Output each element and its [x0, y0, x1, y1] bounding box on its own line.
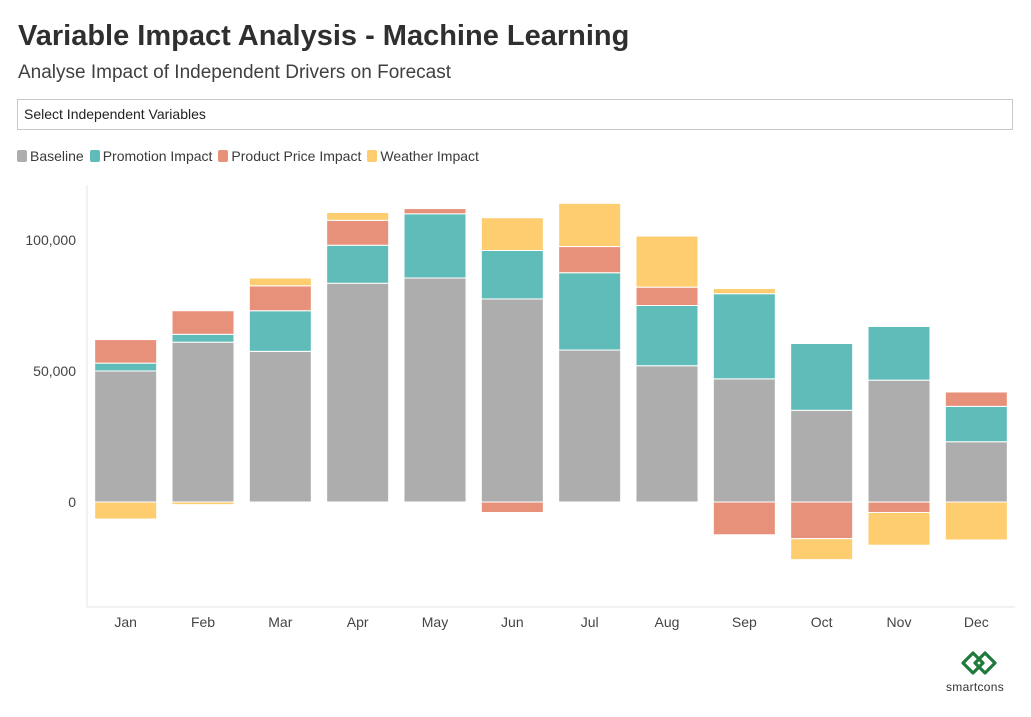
x-tick-label: Mar [268, 614, 292, 630]
bar-segment [558, 202, 622, 248]
bar-segment [944, 441, 1008, 503]
bar-segment [171, 501, 235, 506]
x-tick-label: Nov [887, 614, 912, 630]
smartcons-logo-icon [961, 651, 997, 675]
bar-segment [558, 272, 622, 351]
bar-segment [867, 325, 931, 381]
x-tick-label: Jul [581, 614, 599, 630]
bar-segment [480, 298, 544, 503]
bar-segment [171, 341, 235, 503]
x-tick-label: Jan [114, 614, 137, 630]
legend-item-weather[interactable]: Weather Impact [367, 148, 479, 164]
y-tick-label: 50,000 [33, 363, 76, 379]
bar-segment [944, 405, 1008, 443]
bar-segment [944, 391, 1008, 407]
bar-segment [171, 310, 235, 335]
bar-segment [558, 246, 622, 274]
x-tick-label: Oct [811, 614, 833, 630]
bar-segment [790, 538, 854, 561]
bar-segment [94, 501, 158, 520]
legend-item-price[interactable]: Product Price Impact [218, 148, 361, 164]
bar-segment [480, 501, 544, 513]
legend-swatch-weather [367, 150, 378, 162]
bar-segment [867, 511, 931, 546]
x-tick-label: Aug [655, 614, 680, 630]
brand-name: smartcons [946, 680, 1005, 694]
bar-segment [248, 310, 312, 352]
legend-item-promotion[interactable]: Promotion Impact [89, 148, 213, 164]
y-tick-label: 0 [68, 494, 76, 510]
bar-segment [867, 501, 931, 513]
bar-segment [712, 287, 776, 295]
x-tick-label: May [422, 614, 448, 630]
bar-segment [326, 219, 390, 246]
bar-segment [248, 277, 312, 287]
bar-segment [94, 362, 158, 372]
x-tick-label: Feb [191, 614, 215, 630]
bar-segment [480, 249, 544, 300]
page-subtitle: Analyse Impact of Independent Drivers on… [18, 62, 452, 83]
bar-segment [326, 211, 390, 221]
chart-axes [86, 185, 1015, 608]
bar-segment [790, 501, 854, 540]
legend-swatch-price [218, 150, 229, 162]
bar-segment [712, 501, 776, 536]
bar-segment [480, 217, 544, 251]
bar-segment [635, 365, 699, 503]
bar-segment [790, 342, 854, 411]
chart-legend: Baseline Promotion Impact Product Price … [17, 147, 485, 165]
legend-swatch-promotion [89, 150, 100, 162]
bar-segment [403, 213, 467, 279]
bar-segment [403, 208, 467, 215]
bar-segment [558, 349, 622, 503]
bar-segment [635, 235, 699, 288]
x-tick-label: Sep [732, 614, 757, 630]
bar-segment [790, 409, 854, 503]
bar-segment [635, 305, 699, 367]
independent-variables-select[interactable]: Select Independent Variables [17, 99, 1013, 130]
stacked-bar-chart: 0 50,000 100,000 Jan Feb Mar Apr May Jun Jul Aug Se… [25, 185, 1015, 630]
x-tick-label: Jun [501, 614, 524, 630]
bar-segment [867, 379, 931, 503]
legend-label-promotion: Promotion Impact [102, 148, 213, 164]
bar-segment [248, 350, 312, 503]
page-title: Variable Impact Analysis - Machine Learn… [18, 20, 630, 52]
bar-segment [944, 501, 1008, 541]
legend-label-baseline: Baseline [30, 148, 84, 164]
bar-segment [635, 286, 699, 307]
chart-tick-labels: 0 50,000 100,000 Jan Feb Mar Apr May Jun Jul Aug Se… [25, 232, 988, 630]
chart-bars [94, 202, 1008, 561]
legend-swatch-baseline [17, 150, 27, 162]
bar-segment [94, 370, 158, 503]
bar-segment [326, 244, 390, 284]
legend-label-price: Product Price Impact [231, 148, 362, 164]
bar-segment [712, 293, 776, 380]
bar-segment [326, 282, 390, 503]
x-tick-label: Dec [964, 614, 989, 630]
bar-segment [712, 378, 776, 503]
y-tick-label: 100,000 [25, 232, 76, 248]
bar-segment [403, 277, 467, 503]
legend-label-weather: Weather Impact [380, 148, 479, 164]
x-tick-label: Apr [347, 614, 369, 630]
bar-segment [248, 285, 312, 312]
legend-item-baseline[interactable]: Baseline [17, 148, 84, 164]
bar-segment [94, 339, 158, 364]
bar-segment [171, 333, 235, 343]
